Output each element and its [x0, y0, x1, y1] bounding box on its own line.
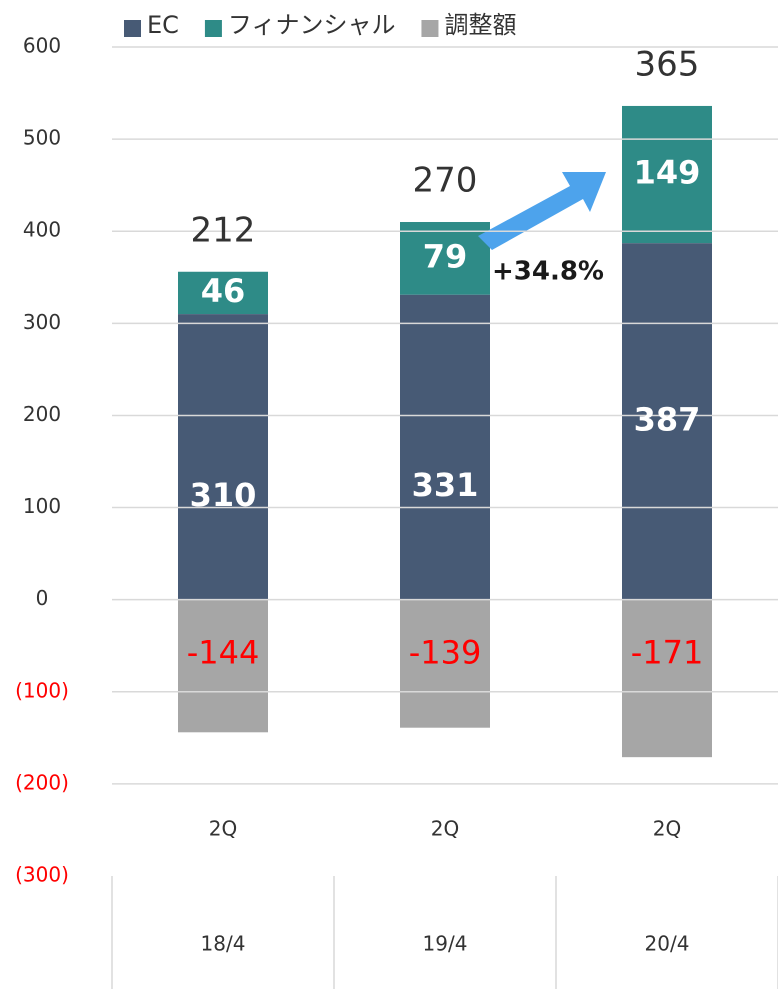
x-tick-label: 2Q: [431, 817, 459, 841]
bar-segment: [622, 105, 712, 244]
legend-label: フィナンシャル: [228, 11, 396, 39]
bar-segment: [178, 599, 268, 733]
data-label: 149: [634, 154, 701, 192]
bar-segment: [622, 599, 712, 758]
total-label: 365: [635, 44, 700, 84]
y-tick-label: 0: [36, 586, 49, 610]
data-label: 46: [201, 272, 246, 310]
legend-label: EC: [147, 11, 179, 39]
data-label: 79: [423, 237, 468, 275]
bar-segment: [400, 294, 490, 600]
legend-label: 調整額: [444, 11, 516, 39]
y-tick-label: 600: [23, 34, 61, 58]
bar-segment: [400, 599, 490, 728]
annotation: +34.8%: [492, 257, 604, 287]
x-tick-label: 2Q: [653, 817, 681, 841]
data-label: 387: [634, 400, 701, 438]
y-tick-label: (300): [15, 863, 69, 887]
bar-segment: [400, 222, 490, 295]
x-group-label: 18/4: [201, 932, 246, 956]
y-tick-label: 500: [23, 126, 61, 150]
y-tick-label: 400: [23, 218, 61, 242]
y-tick-label: 100: [23, 494, 61, 518]
legend-swatch: [421, 20, 439, 37]
total-label: 270: [413, 161, 478, 201]
legend-swatch: [204, 20, 222, 37]
data-label: 310: [190, 476, 257, 514]
growth-arrow: [478, 172, 606, 250]
x-tick-label: 2Q: [209, 817, 237, 841]
y-tick-label: 300: [23, 310, 61, 334]
data-label: -171: [631, 634, 704, 672]
bar-segment: [178, 314, 268, 600]
total-label: 212: [191, 210, 256, 250]
y-tick-label: 200: [23, 402, 61, 426]
legend-swatch: [124, 20, 141, 37]
data-label: 331: [412, 466, 479, 504]
data-label: -139: [409, 634, 482, 672]
data-label: -144: [187, 634, 260, 672]
x-group-label: 19/4: [423, 932, 468, 956]
y-tick-label: (200): [15, 770, 69, 794]
x-group-label: 20/4: [645, 932, 690, 956]
bar-segment: [178, 271, 268, 315]
y-tick-label: (100): [15, 678, 69, 702]
bar-segment: [622, 243, 712, 600]
